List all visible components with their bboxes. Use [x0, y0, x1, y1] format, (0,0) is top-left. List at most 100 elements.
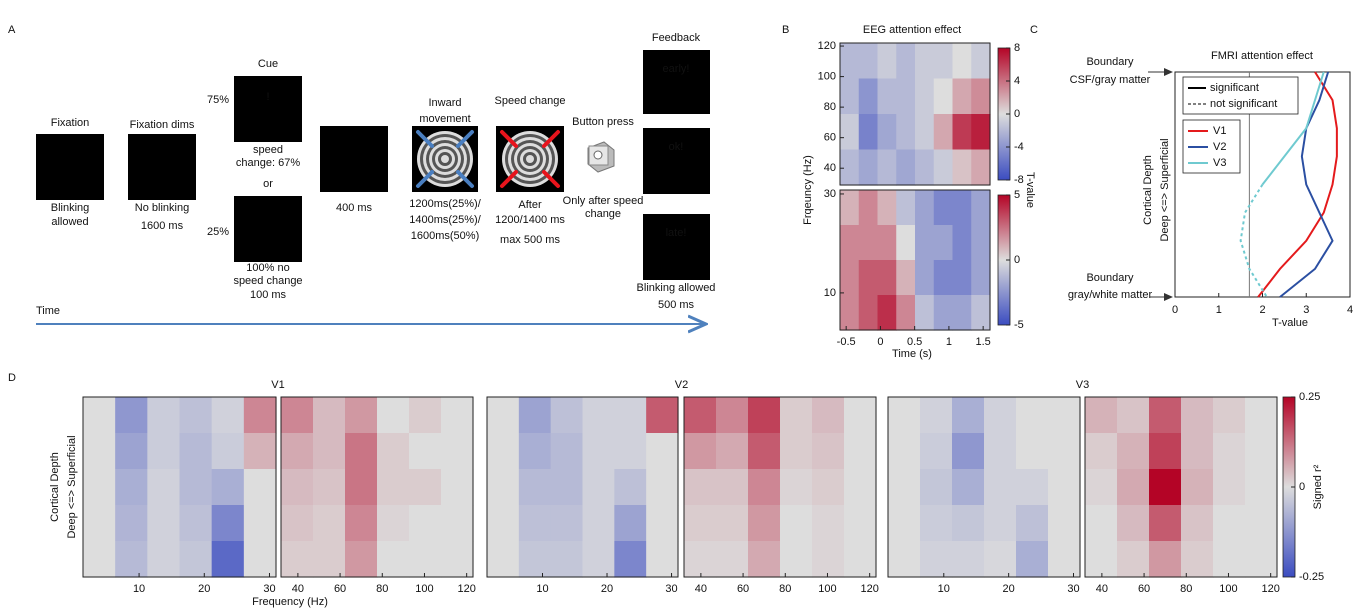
heat-cell	[812, 541, 845, 578]
heat-cell	[1149, 505, 1182, 542]
heat-cell	[1048, 505, 1081, 542]
heat-cell	[1181, 433, 1214, 470]
heat-cell	[888, 397, 921, 434]
heat-cell	[409, 433, 442, 470]
frame	[280, 396, 474, 578]
heat-cell	[877, 43, 897, 80]
label: !	[266, 91, 269, 103]
x-tick-label: 100	[1219, 583, 1237, 595]
heat-cell	[915, 149, 935, 186]
heat-cell	[377, 397, 410, 434]
frame	[839, 42, 991, 186]
heat-cell	[179, 469, 213, 506]
heat-cell	[313, 469, 346, 506]
heat-cell	[441, 469, 474, 506]
heat-cell	[1048, 541, 1081, 578]
heat-cell	[1016, 541, 1049, 578]
x-tick-label: 10	[133, 583, 145, 595]
heat-cell	[1016, 397, 1049, 434]
x-tick-label: 10	[938, 583, 950, 595]
heat-cell	[646, 469, 679, 506]
x-tick-label: 20	[1003, 583, 1015, 595]
heat-cell	[550, 469, 584, 506]
x-tick-label: 1	[946, 336, 952, 348]
label: movement	[419, 113, 470, 125]
heat-cell	[684, 433, 717, 470]
heat-cell	[952, 295, 972, 331]
heat-cell	[211, 469, 245, 506]
heat-cell	[684, 469, 717, 506]
heat-cell	[1085, 397, 1118, 434]
boundary-label: Boundary	[1086, 56, 1134, 68]
heat-cell	[1048, 469, 1081, 506]
heat-cell	[147, 505, 181, 542]
heat-cell	[518, 469, 552, 506]
label: Fixation	[51, 117, 90, 129]
heat-cell	[971, 225, 991, 261]
x-tick-label: 1.5	[976, 336, 991, 348]
label: Blinking	[51, 202, 90, 214]
colorbar-tick-label: 0	[1014, 254, 1020, 266]
heat-cell	[684, 505, 717, 542]
heat-cell	[858, 149, 879, 186]
heat-cell	[115, 469, 148, 506]
heat-cell	[281, 433, 314, 470]
heat-cell	[550, 433, 584, 470]
heat-cell	[844, 505, 877, 542]
label: Blinking allowed	[637, 282, 716, 294]
x-tick-label: 20	[601, 583, 613, 595]
heat-cell	[896, 114, 916, 151]
heat-cell	[281, 469, 314, 506]
heat-cell	[147, 433, 181, 470]
button-icon	[587, 141, 615, 173]
heat-cell	[1213, 505, 1246, 542]
x-tick-label: 0	[1172, 304, 1178, 316]
heat-cell	[345, 397, 378, 434]
heat-cell	[614, 541, 647, 578]
heat-cell	[915, 78, 935, 115]
heat-cell	[1181, 505, 1214, 542]
heat-cell	[1245, 541, 1278, 578]
heat-cell	[646, 433, 679, 470]
heat-cell	[915, 295, 935, 331]
x-tick-label: 120	[1261, 583, 1279, 595]
label: early!	[663, 63, 690, 75]
heat-cell	[409, 505, 442, 542]
x-tick-label: 100	[415, 583, 433, 595]
heat-cell	[920, 541, 953, 578]
heat-cell	[840, 78, 860, 115]
legend-label: V2	[1213, 141, 1226, 153]
heat-cell	[115, 541, 148, 578]
heat-cell	[933, 114, 954, 151]
heat-cell	[614, 433, 647, 470]
heat-cell	[780, 505, 813, 542]
heat-cell	[179, 433, 213, 470]
heat-cell	[840, 295, 860, 331]
label: 400 ms	[336, 202, 373, 214]
heat-cell	[1181, 397, 1214, 434]
x-tick-label: 80	[779, 583, 791, 595]
heat-cell	[933, 225, 954, 261]
heat-cell	[716, 541, 749, 578]
x-tick-label: 30	[1067, 583, 1079, 595]
boundary-label: gray/white matter	[1068, 289, 1153, 301]
x-tick-label: 0.5	[907, 336, 922, 348]
heat-cell	[858, 295, 879, 331]
heat-cell	[877, 295, 897, 331]
heat-cell	[984, 397, 1017, 434]
heat-cell	[1085, 433, 1118, 470]
label: 100 ms	[250, 289, 287, 301]
heat-cell	[933, 78, 954, 115]
heat-cell	[83, 433, 116, 470]
heat-cell	[179, 505, 213, 542]
label: Button press	[572, 116, 634, 128]
heat-cell	[933, 190, 954, 226]
heat-cell	[915, 114, 935, 151]
heat-cell	[313, 433, 346, 470]
y-tick-label: 100	[818, 70, 836, 82]
heat-cell	[179, 397, 213, 434]
label: Speed change	[495, 95, 566, 107]
ring	[526, 155, 534, 163]
heat-cell	[971, 149, 991, 186]
